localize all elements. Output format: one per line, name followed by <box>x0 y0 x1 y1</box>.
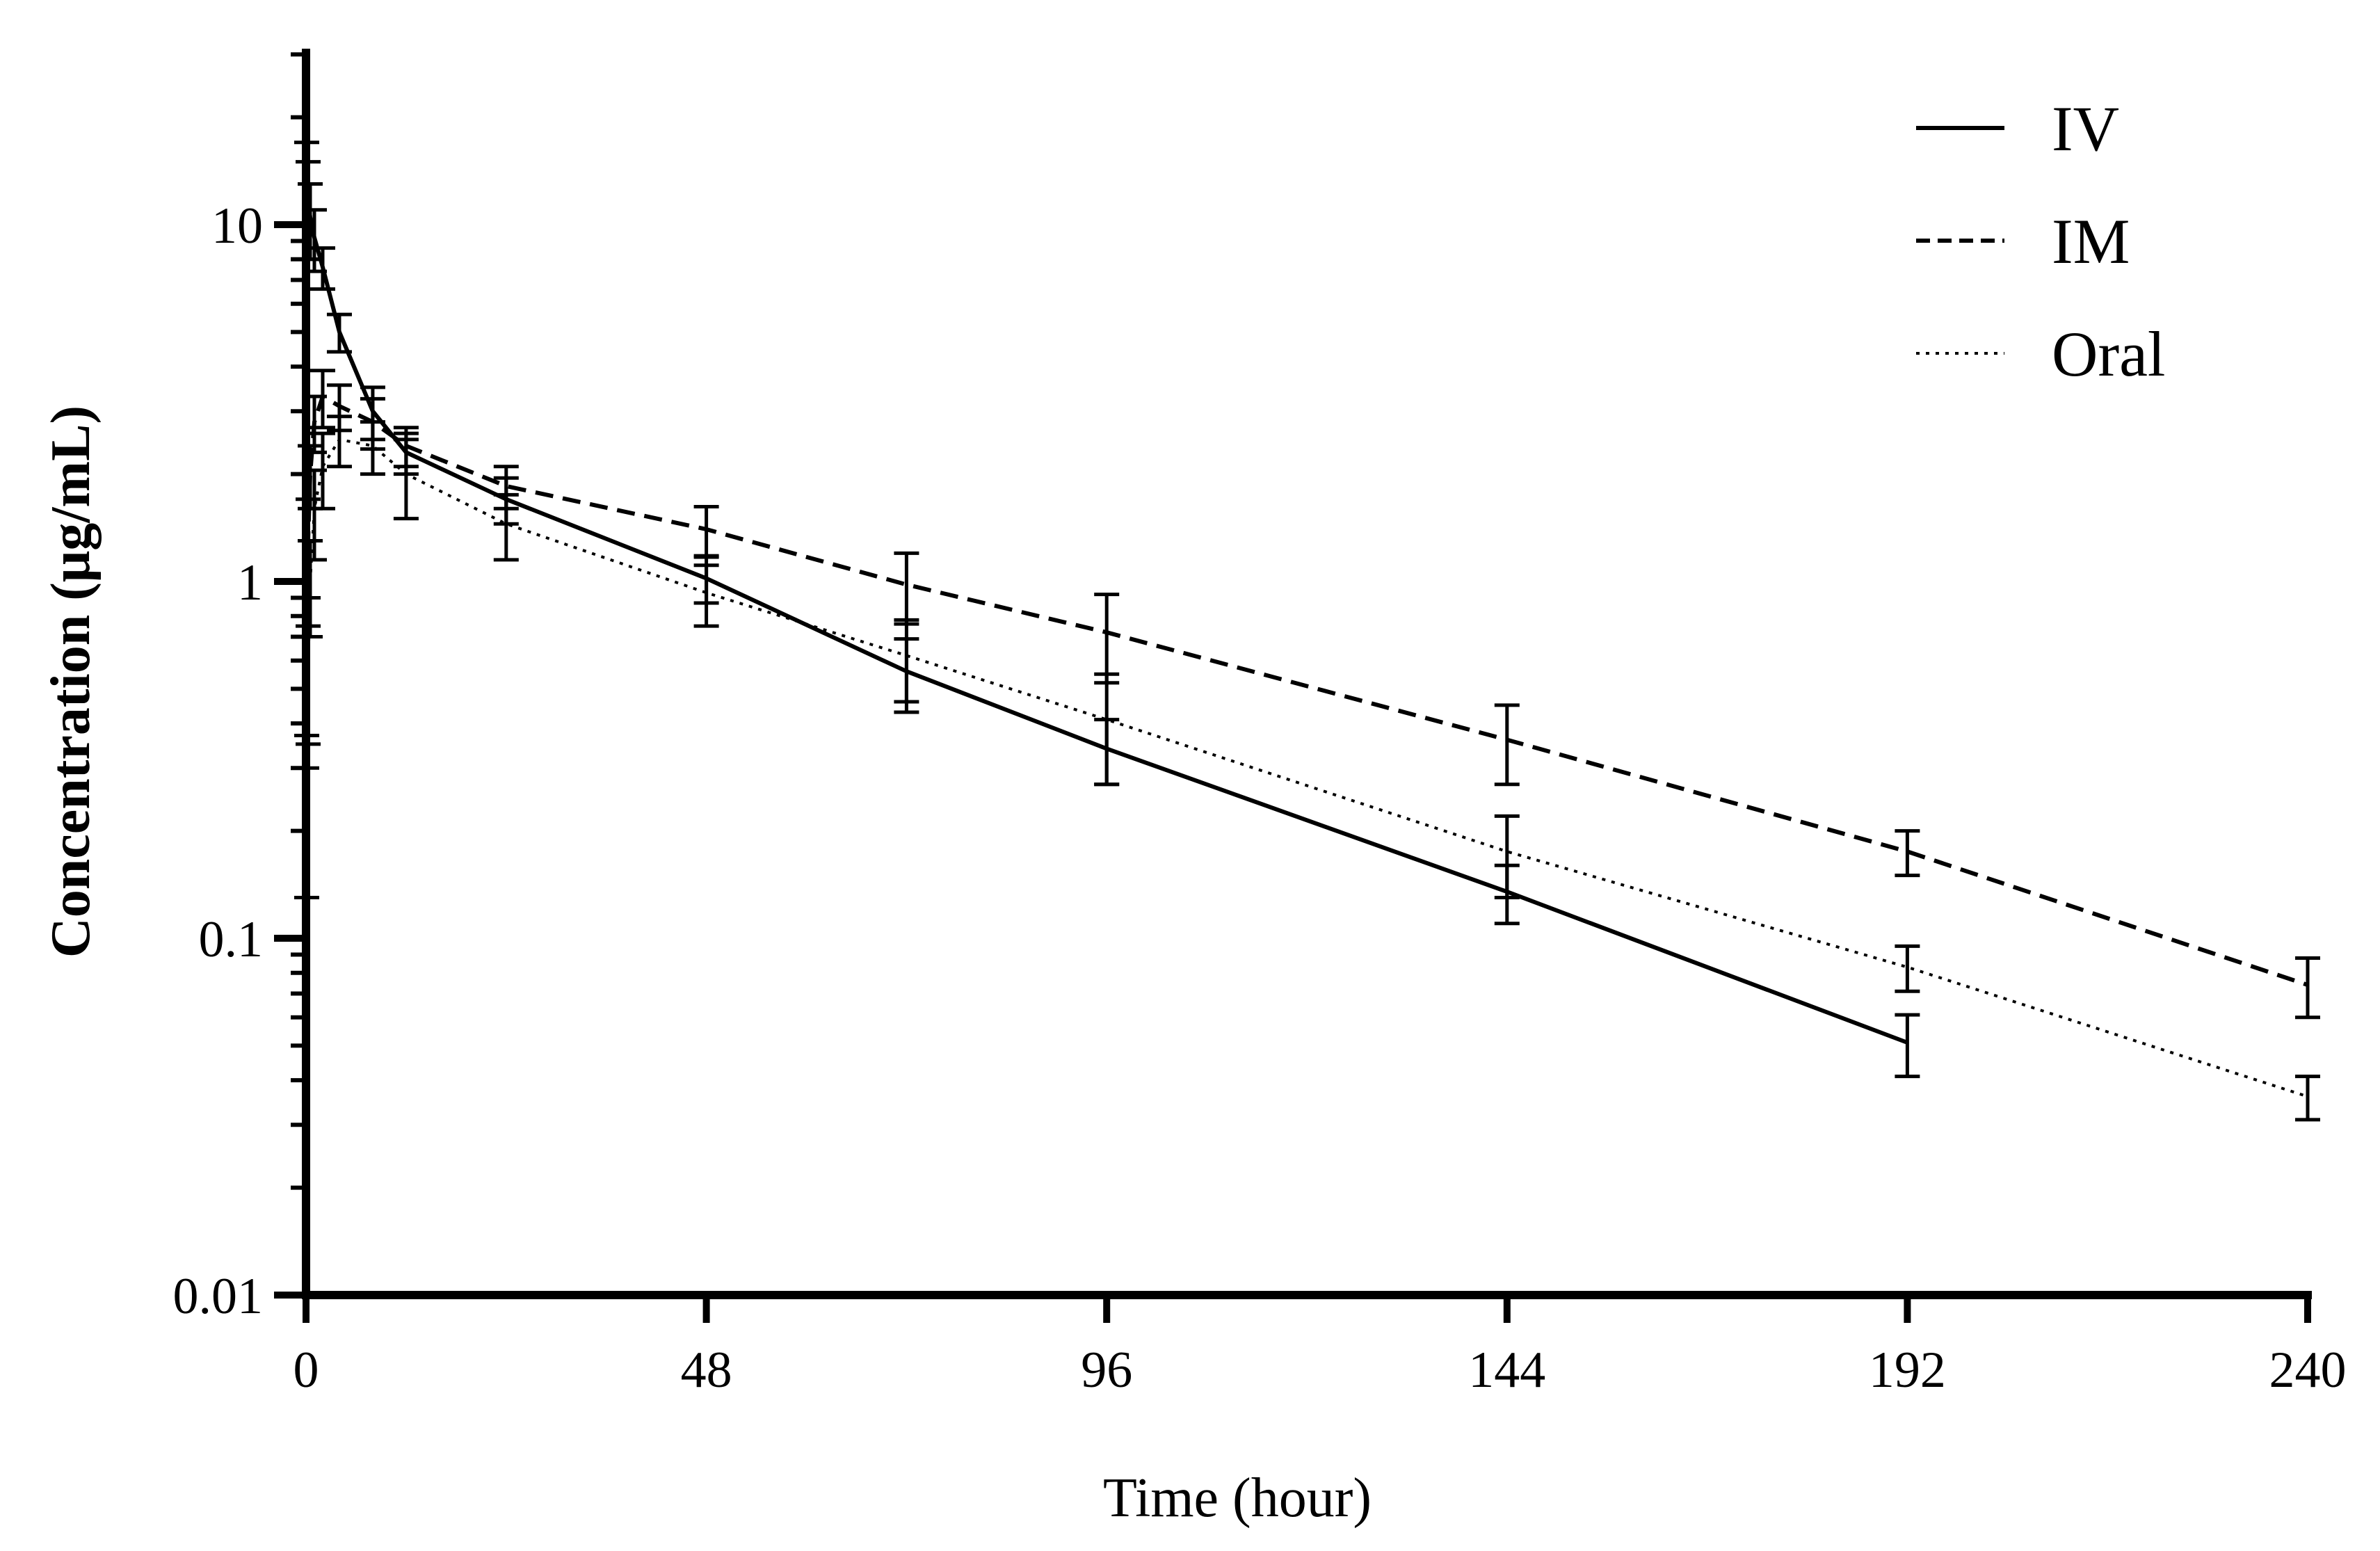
data-point-iv <box>313 236 316 239</box>
data-point-im <box>1506 739 1509 741</box>
error-bar-oral <box>1895 944 1920 993</box>
error-bar-oral <box>297 539 323 638</box>
data-point-oral <box>321 465 324 468</box>
y-tick-label-0.1: 0.1 <box>199 911 264 968</box>
error-bar-im <box>309 369 335 430</box>
x-tick-label-96: 96 <box>1081 1342 1132 1399</box>
data-point-oral <box>338 438 341 441</box>
error-bar-oral <box>295 624 321 746</box>
error-bar-oral <box>1094 672 1120 787</box>
data-point-oral <box>309 580 312 583</box>
data-point-oral <box>705 591 708 594</box>
data-point-oral <box>307 673 309 675</box>
data-point-iv <box>338 330 341 333</box>
data-point-im <box>321 395 324 398</box>
error-bar-oral <box>294 734 319 900</box>
data-point-iv <box>321 266 324 268</box>
error-bar-im <box>693 505 719 558</box>
data-point-oral <box>371 444 374 447</box>
error-bar-iv <box>326 312 352 354</box>
data-point-im <box>313 421 316 424</box>
x-tick-label-192: 192 <box>1869 1342 1946 1399</box>
data-point-oral <box>505 522 508 525</box>
data-point-iv <box>309 216 312 218</box>
data-point-oral <box>1506 850 1509 853</box>
error-bar-iv <box>309 246 335 291</box>
data-point-im <box>705 528 708 531</box>
data-point-iv <box>1906 1041 1908 1044</box>
data-point-oral <box>905 654 908 657</box>
data-point-im <box>338 405 341 408</box>
error-bar-im <box>1494 703 1520 787</box>
error-bar-oral <box>393 437 419 521</box>
error-bar-oral <box>894 618 919 704</box>
x-tick-label-240: 240 <box>2269 1342 2347 1399</box>
error-bar-oral <box>360 420 385 476</box>
data-point-im <box>1906 850 1908 853</box>
error-bar-oral <box>2295 1075 2320 1122</box>
y-tick-label-10: 10 <box>211 198 263 255</box>
error-bar-iv <box>1895 1013 1920 1079</box>
legend-label-iv: IV <box>2052 93 2119 164</box>
data-point-oral <box>405 473 408 476</box>
data-point-im <box>905 584 908 586</box>
series-line-im <box>305 394 2308 987</box>
data-point-oral <box>305 795 308 798</box>
data-point-oral <box>1105 718 1108 721</box>
x-tick-label-0: 0 <box>294 1342 319 1399</box>
y-tick-label-1: 1 <box>237 554 263 611</box>
series-layer <box>294 140 2320 1122</box>
error-bar-im <box>1094 593 1120 685</box>
legend: IV IM Oral <box>1916 93 2165 389</box>
error-bar-oral <box>309 431 335 511</box>
error-bar-im <box>1895 829 1920 878</box>
error-bar-oral <box>326 415 352 469</box>
series-im <box>294 369 2320 1020</box>
data-point-oral <box>1906 966 1908 969</box>
legend-label-im: IM <box>2052 206 2130 277</box>
error-bar-oral <box>1494 814 1520 900</box>
data-point-im <box>2306 983 2309 986</box>
data-point-im <box>309 473 312 476</box>
error-bar-oral <box>693 563 719 628</box>
error-bar-oral <box>493 492 519 562</box>
axes: 0 48 96 144 192 240 0.01 0.1 1 10 <box>173 49 2347 1399</box>
data-point-oral <box>2306 1095 2309 1098</box>
series-oral <box>294 415 2320 1122</box>
data-point-im <box>505 485 508 488</box>
data-point-im <box>1105 631 1108 634</box>
x-tick-label-144: 144 <box>1468 1342 1545 1399</box>
x-tick-label-48: 48 <box>681 1342 732 1399</box>
error-bar-im <box>295 497 321 600</box>
y-tick-label-0.01: 0.01 <box>173 1268 264 1325</box>
y-axis-title: Concentration (μg/mL) <box>40 405 102 958</box>
error-bar-im <box>2295 956 2320 1020</box>
x-axis-title: Time (hour) <box>1103 1468 1372 1529</box>
legend-label-oral: Oral <box>2052 319 2165 389</box>
